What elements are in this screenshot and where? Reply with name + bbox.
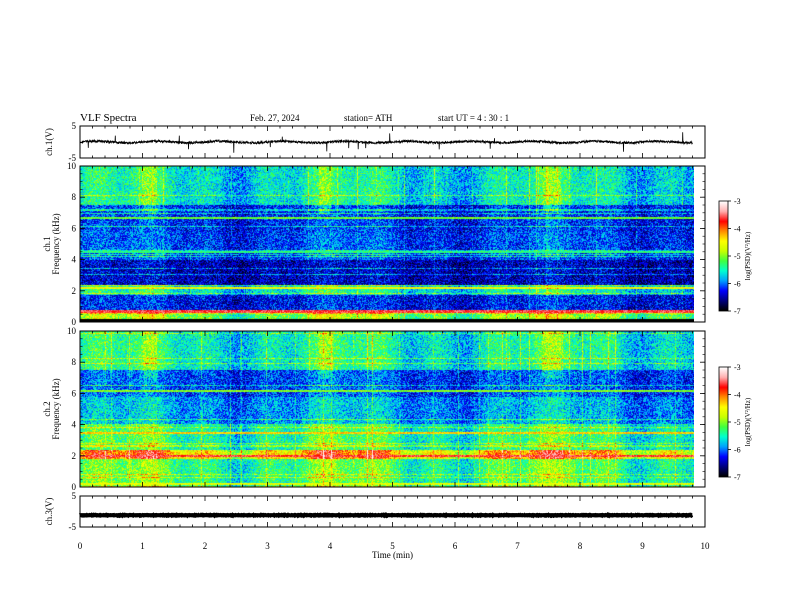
colorbar-label-ch1-spectrogram: log(PSD)(V²/Hz) — [744, 231, 752, 280]
x-tick-label: 10 — [701, 541, 711, 551]
colorbar-tick-label-ch1-spectrogram: -7 — [734, 307, 741, 316]
x-tick-label: 7 — [515, 541, 520, 551]
y-tick-label-ch3-waveform: 5 — [72, 491, 77, 501]
y-axis-top-label-ch1-spectrogram: ch.1 — [42, 236, 52, 251]
y-axis-top-label-ch2-spectrogram: ch.2 — [42, 401, 52, 416]
figure-title: VLF Spectra — [80, 112, 137, 124]
x-tick-label: 9 — [640, 541, 645, 551]
y-tick-label-ch1-spectrogram: 4 — [72, 255, 77, 265]
y-axis-label-ch1-spectrogram: Frequency (kHz) — [51, 213, 61, 274]
x-tick-label: 8 — [578, 541, 583, 551]
y-tick-label-ch2-spectrogram: 10 — [67, 326, 77, 336]
date-label: Feb. 27, 2024 — [250, 113, 300, 123]
y-axis-label-ch3-waveform: ch.3(V) — [44, 498, 54, 526]
y-tick-label-ch1-spectrogram: 2 — [72, 286, 77, 296]
ch1-spectrogram-image — [80, 166, 694, 322]
x-tick-label: 4 — [328, 541, 333, 551]
colorbar-tick-label-ch2-spectrogram: -3 — [734, 363, 741, 372]
y-tick-label-ch1-spectrogram: 8 — [72, 192, 77, 202]
y-tick-label-ch2-spectrogram: 4 — [72, 420, 77, 430]
x-axis-label: Time (min) — [372, 550, 413, 560]
x-tick-label: 1 — [140, 541, 145, 551]
colorbar-frame-ch2-spectrogram — [718, 366, 729, 478]
colorbar-tick-label-ch2-spectrogram: -7 — [734, 473, 741, 482]
start-time-label: start UT = 4 : 30 : 1 — [438, 113, 510, 123]
station-label: station= ATH — [344, 113, 393, 123]
x-tick-label: 2 — [203, 541, 208, 551]
y-tick-label-ch2-spectrogram: 6 — [72, 388, 77, 398]
y-tick-label-ch1-waveform: -5 — [69, 153, 77, 163]
colorbar-tick-label-ch1-spectrogram: -6 — [734, 280, 741, 289]
y-tick-label-ch1-waveform: 5 — [72, 121, 77, 131]
x-tick-label: 6 — [453, 541, 458, 551]
y-tick-label-ch1-spectrogram: 6 — [72, 223, 77, 233]
y-tick-label-ch2-spectrogram: 0 — [72, 482, 77, 492]
y-tick-label-ch1-spectrogram: 0 — [72, 317, 77, 327]
y-tick-label-ch2-spectrogram: 2 — [72, 451, 77, 461]
panel-frame-ch1-spectrogram — [79, 165, 706, 323]
colorbar-tick-label-ch2-spectrogram: -6 — [734, 446, 741, 455]
colorbar-frame-ch1-spectrogram — [718, 200, 729, 312]
x-tick-label: 0 — [78, 541, 83, 551]
waveform-line-ch1-waveform — [79, 132, 693, 153]
y-tick-label-ch3-waveform: -5 — [69, 522, 77, 532]
ch2-spectrogram-image — [80, 331, 694, 487]
colorbar-tick-label-ch1-spectrogram: -5 — [734, 252, 741, 261]
x-tick-label: 3 — [265, 541, 270, 551]
y-tick-label-ch2-spectrogram: 8 — [72, 357, 77, 367]
ch1-colorbar-image — [719, 201, 728, 311]
colorbar-tick-label-ch1-spectrogram: -4 — [734, 225, 741, 234]
colorbar-tick-label-ch2-spectrogram: -4 — [734, 391, 741, 400]
y-axis-label-ch2-spectrogram: Frequency (kHz) — [51, 378, 61, 439]
colorbar-label-ch2-spectrogram: log(PSD)(V²/Hz) — [744, 397, 752, 446]
colorbar-tick-label-ch2-spectrogram: -5 — [734, 418, 741, 427]
y-tick-label-ch1-spectrogram: 10 — [67, 161, 77, 171]
panel-frame-ch2-spectrogram — [79, 330, 706, 488]
y-axis-label-ch1-waveform: ch.1(V) — [44, 128, 54, 156]
ch2-colorbar-image — [719, 367, 728, 477]
x-tick-label: 5 — [390, 541, 395, 551]
colorbar-tick-label-ch1-spectrogram: -3 — [734, 197, 741, 206]
